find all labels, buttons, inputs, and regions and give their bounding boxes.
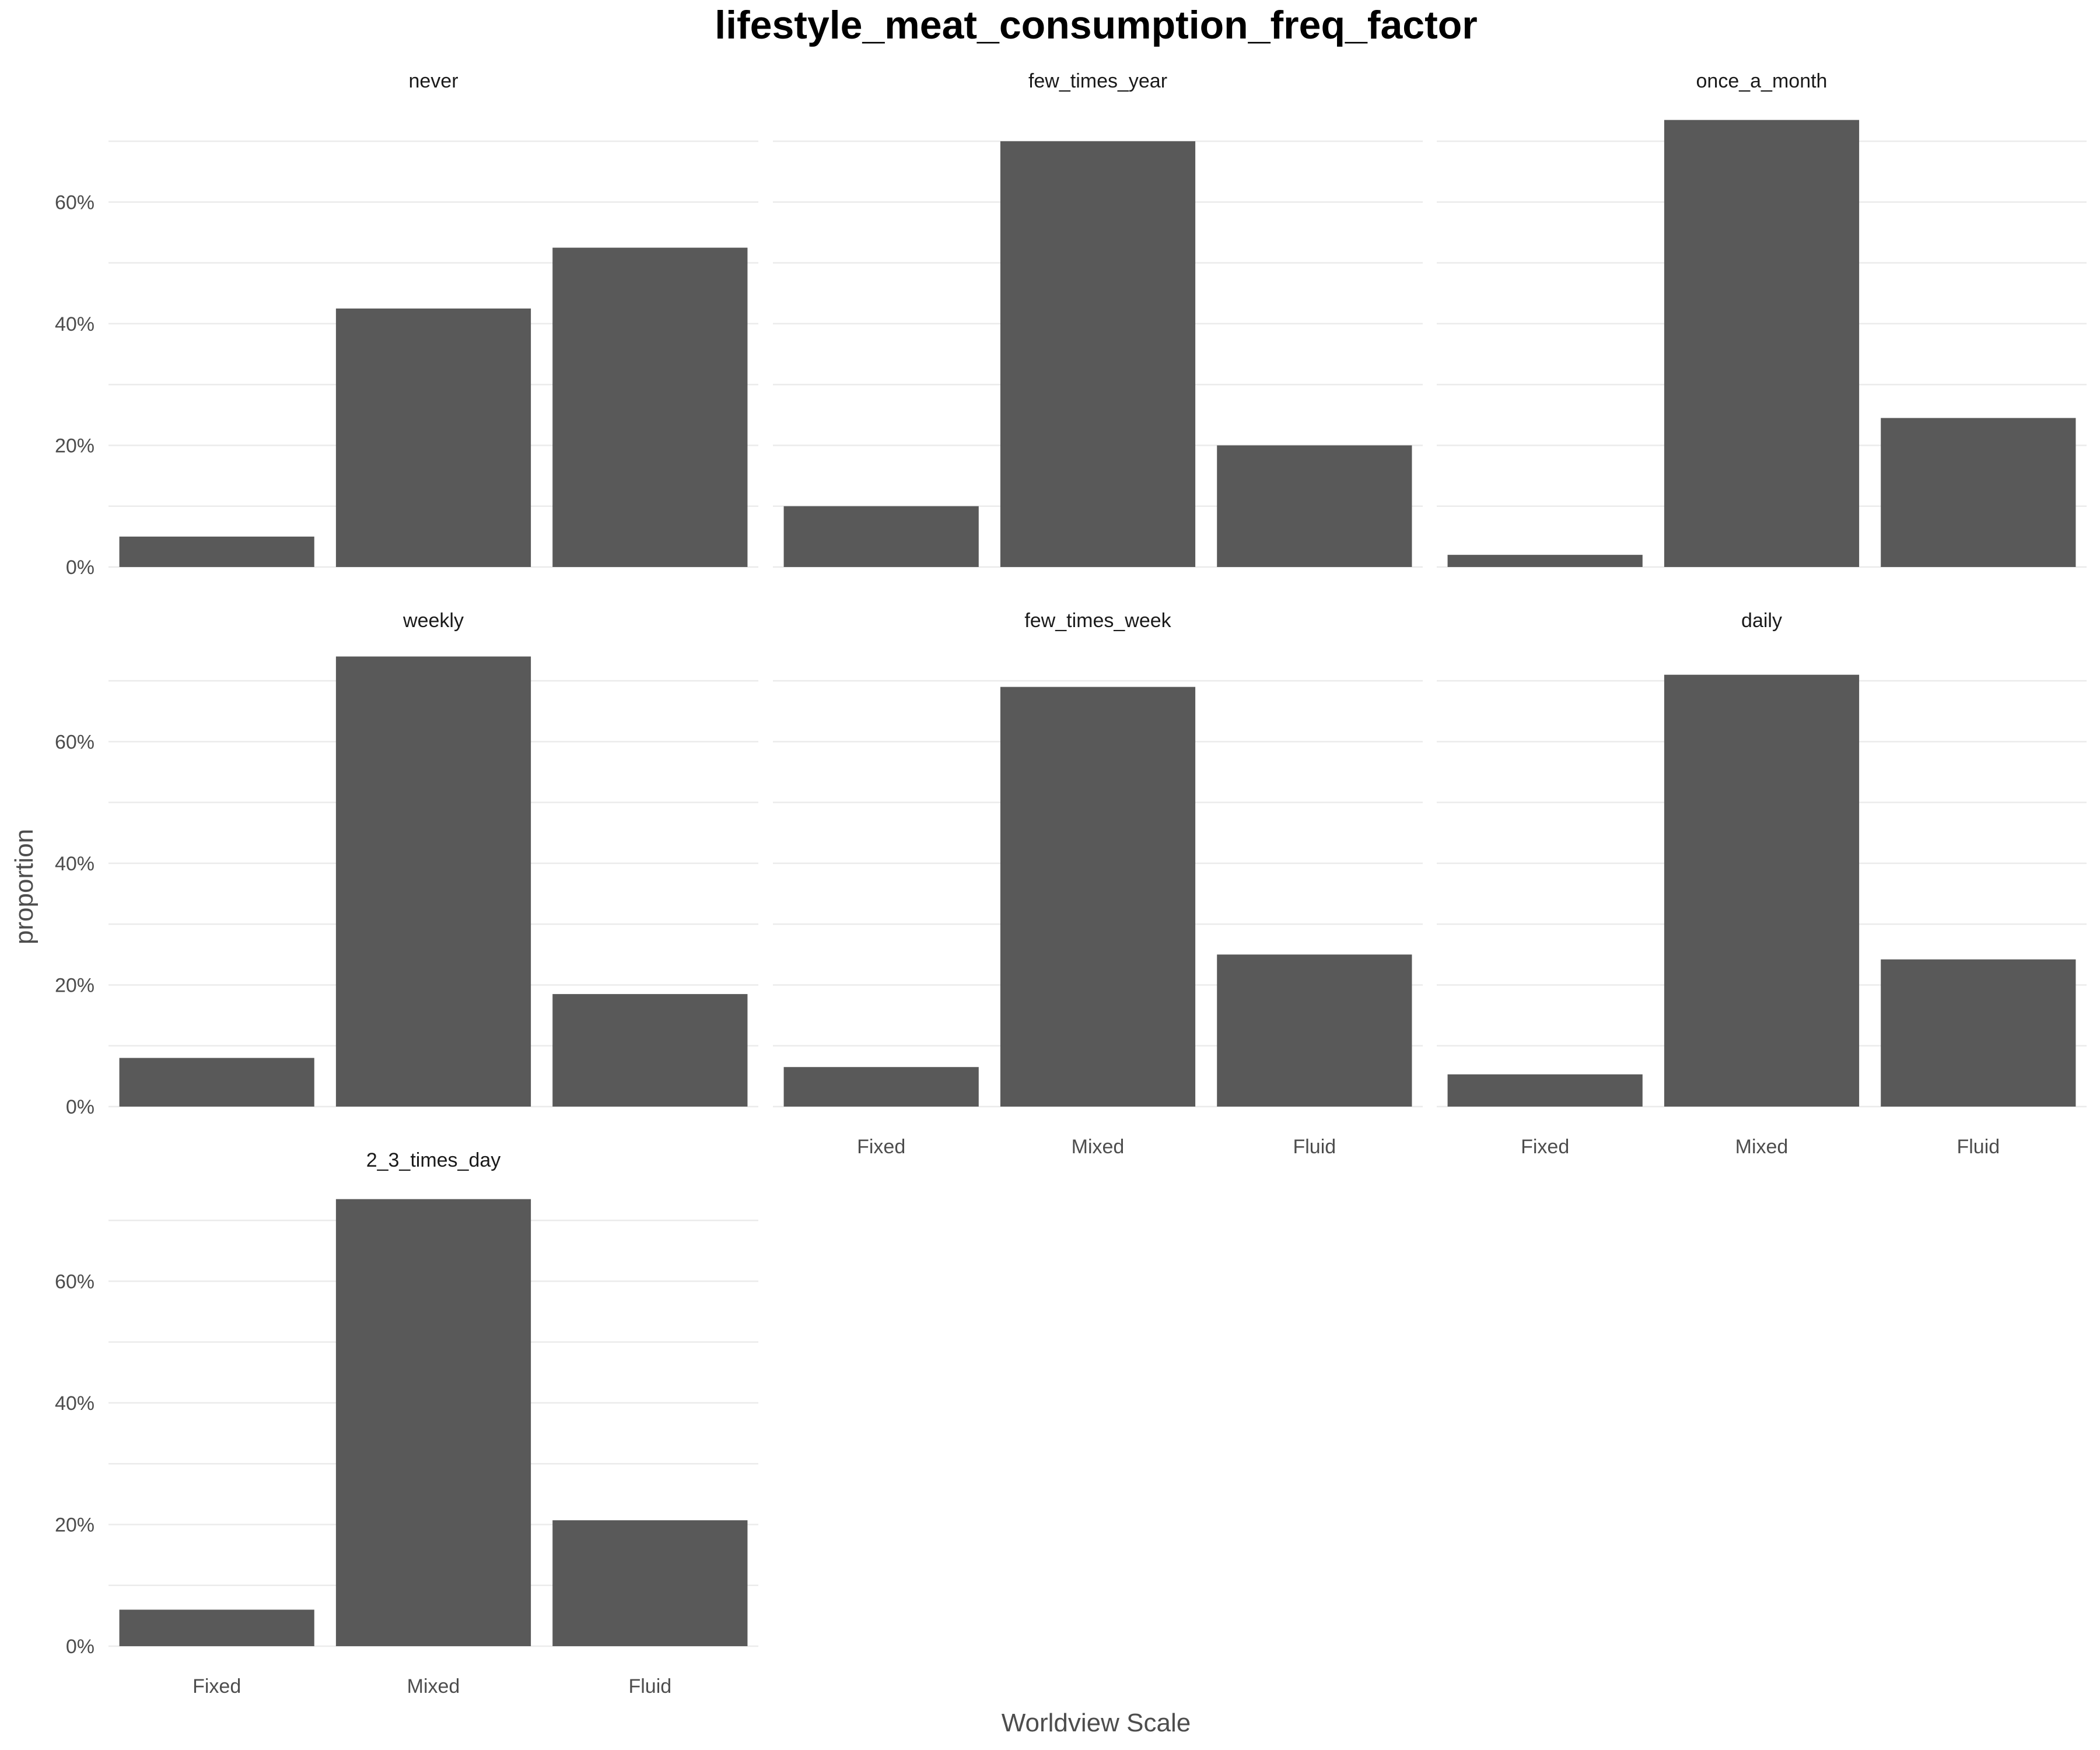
bar-fixed: [119, 1058, 314, 1107]
bar-mixed: [1664, 674, 1860, 1107]
y-tick-label: 20%: [55, 1514, 94, 1536]
facet-panel-once_a_month: once_a_month: [1437, 70, 2087, 568]
chart-title: lifestyle_meat_consumption_freq_factor: [715, 3, 1478, 47]
bar-mixed: [1000, 141, 1196, 568]
facet-strip-label: once_a_month: [1696, 70, 1828, 92]
x-tick-label: Mixed: [1735, 1136, 1788, 1158]
y-tick-label: 60%: [55, 191, 94, 214]
facet-strip-label: few_times_week: [1024, 610, 1171, 632]
facet-strip-label: few_times_year: [1028, 70, 1167, 92]
y-tick-label: 0%: [66, 1636, 94, 1658]
x-tick-label: Fixed: [1521, 1136, 1569, 1158]
x-tick-label: Fixed: [192, 1675, 241, 1698]
facet-strip-label: weekly: [402, 610, 464, 632]
bar-fixed: [119, 536, 314, 567]
facet-panel-few_times_year: few_times_year: [773, 70, 1423, 568]
bar-mixed: [335, 1199, 531, 1646]
bar-fluid: [1217, 445, 1412, 567]
bar-mixed: [335, 656, 531, 1107]
y-tick-label: 40%: [55, 313, 94, 335]
facet-panels: never 0% 20% 40% 60% few_times_year once_a_mon…: [55, 70, 2087, 1698]
y-tick-label: 60%: [55, 731, 94, 753]
y-tick-label: 40%: [55, 1392, 94, 1415]
y-tick-label: 0%: [66, 1096, 94, 1118]
bar-fixed: [1447, 555, 1643, 567]
facet-strip-label: never: [408, 70, 458, 92]
x-tick-label: Mixed: [407, 1675, 460, 1698]
y-tick-label: 60%: [55, 1270, 94, 1293]
bar-fluid: [1217, 954, 1412, 1107]
facet-panel-daily: daily Fixed Mixed Fluid: [1437, 610, 2087, 1158]
facet-strip-label: daily: [1741, 610, 1782, 632]
y-tick-label: 20%: [55, 435, 94, 457]
x-tick-label: Fixed: [857, 1136, 905, 1158]
bar-mixed: [1664, 120, 1860, 567]
bar-fixed: [783, 1067, 979, 1107]
bar-fluid: [1881, 959, 2076, 1107]
bar-mixed: [335, 308, 531, 567]
x-axis-title: Worldview Scale: [1002, 1709, 1191, 1737]
bar-fixed: [119, 1609, 314, 1646]
facet-panel-never: never 0% 20% 40% 60%: [55, 70, 758, 579]
bar-mixed: [1000, 687, 1196, 1107]
facet-panel-weekly: weekly 0% 20% 40% 60%: [55, 610, 758, 1118]
x-tick-label: Fluid: [1293, 1136, 1336, 1158]
y-tick-label: 0%: [66, 556, 94, 579]
facet-strip-label: 2_3_times_day: [366, 1149, 501, 1171]
y-tick-label: 20%: [55, 974, 94, 996]
facet-panel-2_3_times_day: 2_3_times_day 0% 20% 40% 60% Fixed Mixed Fluid: [55, 1149, 758, 1698]
bar-fluid: [552, 247, 748, 568]
x-tick-label: Fluid: [1957, 1136, 2000, 1158]
x-tick-label: Fluid: [628, 1675, 671, 1698]
x-tick-label: Mixed: [1072, 1136, 1125, 1158]
y-axis-title: proportion: [10, 829, 38, 944]
facet-panel-few_times_week: few_times_week Fixed Mixed Fluid: [773, 610, 1423, 1158]
bar-fixed: [783, 506, 979, 567]
bar-fluid: [1881, 418, 2076, 567]
y-tick-label: 40%: [55, 853, 94, 875]
bar-fluid: [552, 994, 748, 1107]
bar-fluid: [552, 1520, 748, 1646]
bar-fixed: [1447, 1074, 1643, 1107]
